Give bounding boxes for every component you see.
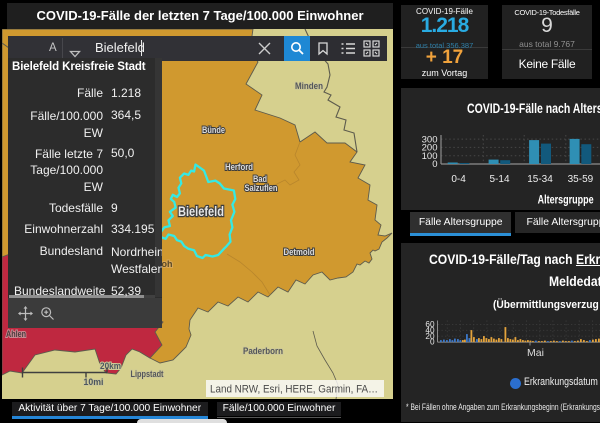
- svg-text:Altersgruppe: Altersgruppe: [538, 194, 594, 206]
- svg-text:0-4: 0-4: [451, 174, 466, 185]
- svg-text:60: 60: [425, 320, 435, 329]
- svg-text:100: 100: [422, 150, 438, 161]
- svg-text:Detmold: Detmold: [284, 247, 315, 257]
- svg-text:20: 20: [425, 332, 435, 341]
- svg-text:15-34: 15-34: [527, 174, 553, 185]
- svg-text:Bielefeld: Bielefeld: [178, 204, 224, 219]
- svg-text:Paderborn: Paderborn: [243, 346, 283, 356]
- svg-text:oh: oh: [162, 259, 173, 269]
- svg-text:Bünde: Bünde: [202, 125, 225, 135]
- svg-text:20km: 20km: [100, 361, 121, 372]
- svg-text:10mi: 10mi: [84, 377, 104, 388]
- svg-text:0: 0: [432, 159, 437, 170]
- svg-text:Salzuflen: Salzuflen: [245, 183, 278, 193]
- svg-text:Herford: Herford: [225, 162, 253, 172]
- svg-text:5-14: 5-14: [489, 174, 509, 185]
- svg-text:300: 300: [422, 134, 438, 145]
- svg-text:35-59: 35-59: [568, 174, 594, 185]
- svg-text:40: 40: [425, 326, 435, 335]
- svg-text:Ahlen: Ahlen: [6, 329, 26, 339]
- svg-text:Lippstadt: Lippstadt: [131, 369, 164, 379]
- svg-text:Minden: Minden: [295, 81, 323, 91]
- svg-text:200: 200: [422, 142, 438, 153]
- svg-text:Bad: Bad: [253, 174, 267, 184]
- svg-text:Mai: Mai: [527, 347, 544, 359]
- svg-text:Land NRW, Esri, HERE, Garmin,: Land NRW, Esri, HERE, Garmin, FA…: [210, 384, 378, 396]
- svg-text:0: 0: [430, 338, 435, 347]
